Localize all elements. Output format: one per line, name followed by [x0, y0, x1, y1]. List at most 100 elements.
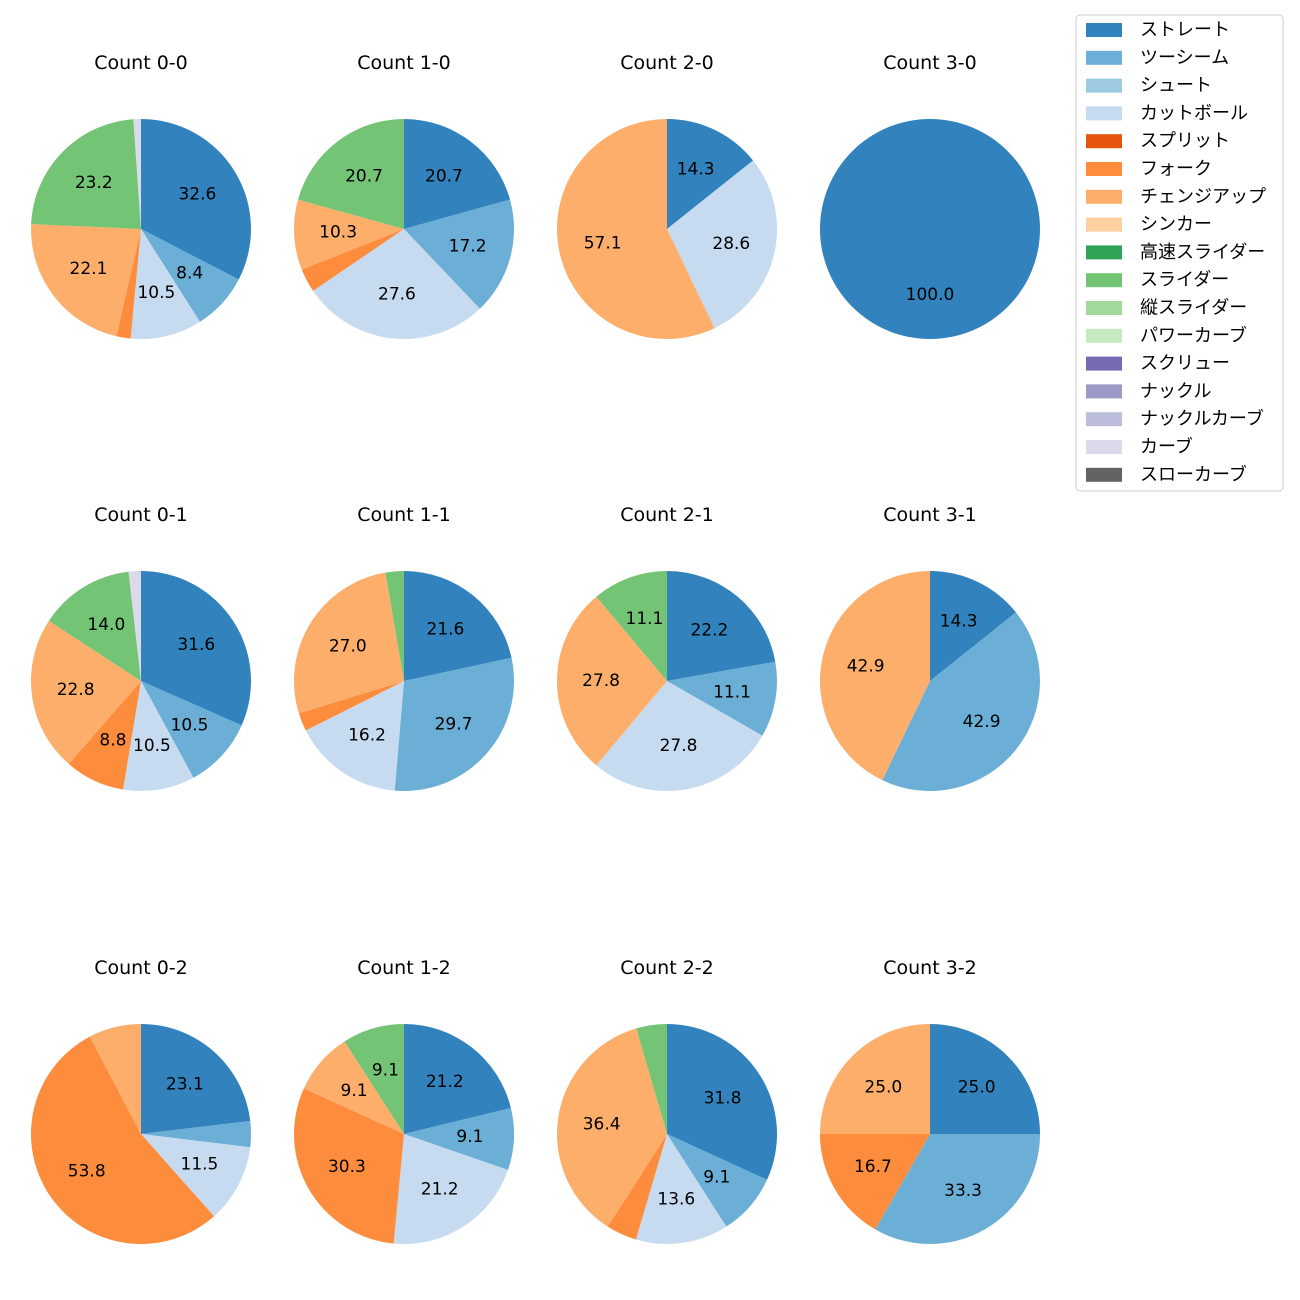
slice-label: 30.3	[328, 1157, 366, 1177]
pie-slice	[596, 681, 763, 791]
slice-label: 57.1	[584, 234, 622, 254]
pie-slice	[133, 118, 141, 229]
legend-item: チェンジアップ	[1086, 186, 1266, 207]
legend-item: 高速スライダー	[1086, 242, 1265, 263]
legend-swatch	[1086, 384, 1122, 399]
pie-title: Count 1-0	[357, 52, 451, 74]
slice-label: 9.1	[456, 1127, 483, 1147]
pie-title: Count 2-1	[620, 504, 714, 526]
pie-slice	[667, 661, 777, 736]
pie-slice	[293, 572, 404, 714]
legend-swatch	[1086, 245, 1122, 260]
pie-slice	[141, 681, 242, 778]
slice-label: 16.2	[348, 726, 386, 746]
pie-slice	[667, 1024, 777, 1180]
pie-9: Count 0-2 23.1 11.5 53.8	[30, 957, 251, 1245]
pie-slice	[404, 1107, 515, 1170]
pie-slice	[385, 571, 404, 681]
slice-label: 100.0	[906, 285, 955, 305]
pie-5: Count 0-1 31.6 10.510.5 8.8 22.8 14.0	[31, 504, 252, 792]
pie-title: Count 3-1	[883, 504, 977, 526]
legend-item: シンカー	[1086, 214, 1212, 235]
pie-slice	[635, 1134, 727, 1245]
slice-label: 28.6	[712, 234, 750, 254]
legend-label: ナックルカーブ	[1140, 408, 1264, 430]
pie-slice	[30, 1036, 215, 1245]
legend-frame	[1075, 14, 1284, 492]
pie-slice	[393, 1134, 508, 1244]
pie-slice	[404, 199, 514, 309]
pie-title: Count 1-2	[357, 957, 451, 979]
slice-label: 10.5	[133, 736, 171, 756]
pie-title: Count 2-2	[620, 957, 714, 979]
legend-swatch	[1086, 217, 1122, 232]
pie-4: Count 3-0 100.0	[820, 52, 1040, 339]
legend-label: ストレート	[1140, 20, 1230, 41]
pie-slice	[344, 1024, 404, 1134]
pie-slice	[930, 1024, 1040, 1134]
pie-slice	[394, 657, 514, 791]
pie-slice	[68, 681, 141, 790]
pie-slice	[667, 160, 777, 329]
pie-slice	[313, 229, 480, 339]
pie-slice	[882, 612, 1040, 792]
pie-slice	[305, 681, 404, 791]
legend-swatch	[1086, 412, 1122, 427]
pie-slice	[116, 229, 141, 339]
slice-label: 14.3	[677, 160, 715, 180]
slice-label: 25.0	[958, 1077, 996, 1097]
pie-slice	[820, 119, 1040, 339]
pie-slice	[141, 119, 252, 280]
pie-slice	[141, 1134, 251, 1217]
pie-3: Count 2-0 14.3 28.6 57.1	[556, 52, 777, 339]
slice-label: 8.4	[176, 264, 203, 284]
pie-slice	[294, 1088, 404, 1244]
legend-item: ツーシーム	[1086, 47, 1229, 68]
slice-label: 10.5	[137, 283, 175, 303]
pie-slice	[820, 1134, 930, 1230]
legend-label: カーブ	[1140, 436, 1193, 458]
slice-label: 9.1	[703, 1167, 730, 1187]
slice-label: 27.8	[660, 736, 698, 756]
pie-slice	[293, 199, 404, 270]
legend-label: フォーク	[1140, 159, 1212, 180]
pie-slice	[141, 1121, 251, 1148]
slice-label: 21.6	[427, 620, 465, 640]
legend-item: スプリット	[1086, 131, 1230, 152]
pie-6: Count 1-1 21.6 29.7 16.2 27.0	[293, 504, 514, 791]
pie-slice	[303, 1041, 404, 1134]
legend-label: スローカーブ	[1140, 463, 1247, 485]
pie-slice	[128, 571, 141, 681]
pie-slice	[31, 224, 142, 337]
legend-swatch	[1086, 134, 1122, 149]
slice-label: 29.7	[435, 715, 473, 735]
slice-label: 10.5	[171, 716, 209, 736]
pie-slice	[31, 119, 141, 229]
slice-label: 27.0	[329, 636, 367, 656]
pie-slice	[123, 681, 194, 792]
pie-slice	[820, 1024, 930, 1134]
pie-11: Count 2-2 31.8 9.1 13.6 36.4	[556, 957, 777, 1245]
pie-slice	[557, 596, 667, 766]
pie-slice	[404, 1024, 511, 1134]
legend-swatch	[1086, 301, 1122, 315]
legend-swatch	[1086, 78, 1122, 93]
legend-item: カットボール	[1086, 103, 1248, 124]
legend-item: ナックル	[1086, 381, 1211, 402]
legend-swatch	[1086, 50, 1122, 65]
legend-swatch	[1086, 23, 1122, 37]
pie-title: Count 0-2	[94, 957, 188, 979]
legend-label: ツーシーム	[1140, 47, 1229, 68]
slice-label: 8.8	[99, 731, 126, 751]
legend-swatch	[1086, 440, 1122, 454]
slice-label: 16.7	[854, 1157, 892, 1177]
slice-label: 27.6	[378, 285, 416, 305]
pie-slice	[607, 1134, 667, 1240]
slice-label: 21.2	[421, 1180, 459, 1200]
legend-label: ナックル	[1140, 381, 1211, 402]
legend-item: フォーク	[1086, 159, 1212, 180]
pie-8: Count 3-1 14.3 42.9 42.9	[819, 504, 1040, 792]
legend-label: シュート	[1140, 75, 1212, 96]
legend-swatch	[1086, 106, 1122, 121]
